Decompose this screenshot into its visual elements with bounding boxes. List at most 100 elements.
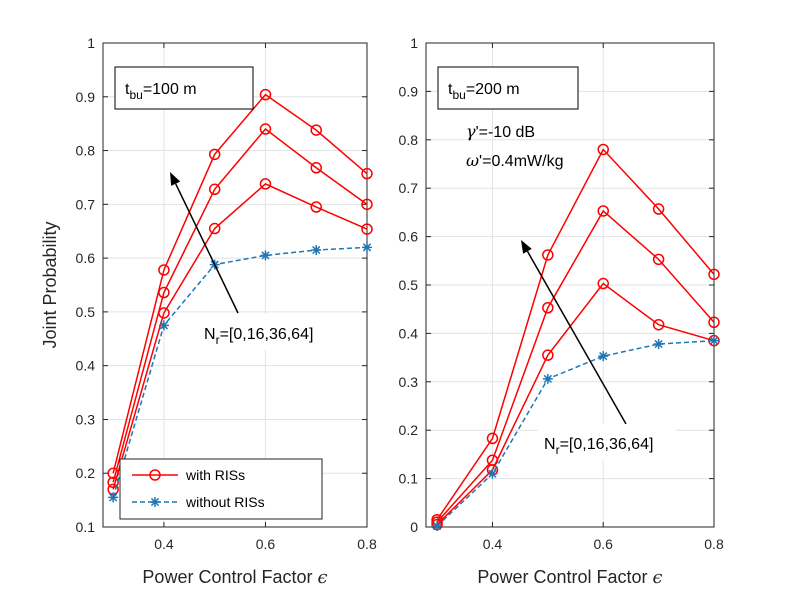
series-1 bbox=[107, 123, 373, 489]
x-tick-label-0: 0.4 bbox=[154, 536, 174, 552]
param-text-0: '=-10 dB bbox=[476, 124, 536, 141]
data-point-2-4 bbox=[310, 201, 322, 213]
tbu-label-rest: =200 m bbox=[466, 81, 520, 98]
arrow-head bbox=[170, 172, 181, 186]
data-point-1-1 bbox=[158, 286, 170, 299]
nr-annotation-main: N bbox=[544, 436, 556, 453]
series-2 bbox=[107, 178, 373, 496]
y-tick-label-3: 0.4 bbox=[76, 358, 96, 374]
y-tick-label-5: 0.6 bbox=[76, 250, 96, 266]
ticks: 0.4 0.6 0.8 0 0.1 0.2 0.3 0.4 0.5 0.6 0.7 0.8 0.9 1 bbox=[399, 35, 724, 552]
y-tick-label-0: 0 bbox=[410, 519, 418, 535]
legend-box bbox=[119, 458, 323, 520]
data-point-1-2 bbox=[542, 301, 554, 314]
tbu-label-rest: =100 m bbox=[143, 81, 197, 98]
data-point-1-5 bbox=[708, 316, 720, 329]
data-point-0-4 bbox=[652, 203, 665, 215]
y-tick-label-9: 0.9 bbox=[399, 83, 419, 99]
data-point-3-4 bbox=[311, 245, 322, 256]
series-line-0 bbox=[436, 148, 715, 521]
arrow-head bbox=[521, 240, 532, 254]
tbu-label: tbu=100 m bbox=[125, 81, 197, 102]
y-tick-label-2: 0.2 bbox=[399, 422, 419, 438]
data-point-3-5 bbox=[709, 335, 719, 346]
data-point-3-3 bbox=[260, 250, 271, 261]
series-3 bbox=[432, 335, 719, 532]
y-tick-label-1: 0.2 bbox=[76, 465, 96, 481]
param-text-1: '=0.4mW/kg bbox=[479, 153, 563, 170]
x-axis-label-symbol: ϵ bbox=[317, 567, 327, 588]
legend-marker-1 bbox=[150, 497, 160, 507]
nr-annotation: Nr=[0,16,36,64] bbox=[544, 436, 653, 457]
y-tick-label-7: 0.8 bbox=[76, 143, 96, 159]
data-point-0-4 bbox=[310, 124, 322, 136]
y-tick-label-1: 0.1 bbox=[399, 471, 419, 487]
data-point-1-3 bbox=[597, 205, 609, 217]
data-point-0-5 bbox=[708, 268, 720, 281]
x-axis-label: Power Control Factor ϵ bbox=[142, 567, 327, 588]
data-point-3-2 bbox=[542, 373, 553, 384]
series-0 bbox=[431, 143, 720, 526]
x-tick-label-2: 0.8 bbox=[357, 536, 377, 552]
x-tick-label-1: 0.6 bbox=[593, 536, 613, 552]
nr-annotation-rest: =[0,16,36,64] bbox=[220, 326, 314, 343]
data-point-0-1 bbox=[486, 432, 499, 445]
series-line-1 bbox=[436, 209, 715, 523]
series-line-3 bbox=[112, 246, 368, 498]
nr-annotation-bg bbox=[538, 424, 676, 460]
y-tick-label-3: 0.3 bbox=[399, 374, 419, 390]
data-point-3-1 bbox=[158, 320, 169, 331]
arrow-shaft bbox=[174, 183, 239, 314]
tbu-label: tbu=200 m bbox=[448, 81, 520, 102]
data-point-3-4 bbox=[653, 339, 664, 350]
data-point-2-3 bbox=[259, 178, 272, 190]
tbu-label-sub: bu bbox=[452, 88, 465, 102]
y-tick-label-7: 0.7 bbox=[399, 180, 419, 196]
nr-annotation-rest: =[0,16,36,64] bbox=[560, 436, 654, 453]
x-axis-label-symbol: ϵ bbox=[652, 567, 662, 588]
y-tick-label-8: 0.9 bbox=[76, 89, 96, 105]
legend: with RISs without RISs bbox=[119, 458, 323, 520]
data-point-3-0 bbox=[108, 492, 119, 503]
nr-annotation-sub: r bbox=[216, 333, 220, 347]
x-axis-label-text: Power Control Factor bbox=[477, 567, 652, 587]
nr-arrow bbox=[170, 172, 239, 314]
x-axis-label: Power Control Factor ϵ bbox=[477, 567, 662, 588]
data-point-2-2 bbox=[208, 222, 221, 235]
data-point-2-2 bbox=[542, 349, 554, 361]
tbu-label-box bbox=[114, 66, 254, 110]
series-line-2 bbox=[112, 183, 368, 490]
nr-annotation-main: N bbox=[204, 326, 216, 343]
chart-panel-left: 0.4 0.6 0.8 0.1 0.2 0.3 0.4 0.5 0.6 0.7 0.8 0.9 1 Pow… bbox=[40, 35, 377, 588]
plot-area bbox=[103, 43, 367, 527]
legend-label-1: without RISs bbox=[185, 494, 265, 510]
data-point-0-2 bbox=[542, 249, 554, 261]
nr-annotation-sub: r bbox=[556, 443, 560, 457]
data-point-0-5 bbox=[361, 167, 373, 180]
data-point-0-3 bbox=[597, 143, 609, 156]
y-tick-label-2: 0.3 bbox=[76, 411, 96, 427]
axes-box bbox=[102, 42, 368, 528]
x-tick-label-2: 0.8 bbox=[704, 536, 724, 552]
data-point-1-4 bbox=[652, 253, 665, 266]
y-tick-label-8: 0.8 bbox=[399, 132, 419, 148]
tbu-label-sub: bu bbox=[129, 88, 142, 102]
data-point-3-0 bbox=[432, 521, 443, 532]
nr-arrow bbox=[521, 240, 627, 425]
data-point-1-2 bbox=[208, 183, 221, 196]
chart-panel-right: 0.4 0.6 0.8 0 0.1 0.2 0.3 0.4 0.5 0.6 0.7 0.8 0.9 1 Po… bbox=[399, 35, 724, 588]
y-tick-label-0: 0.1 bbox=[76, 519, 96, 535]
nr-annotation: Nr=[0,16,36,64] bbox=[204, 326, 313, 347]
data-point-0-3 bbox=[259, 88, 272, 101]
nr-annotation-bg bbox=[198, 314, 336, 350]
x-tick-label-0: 0.4 bbox=[483, 536, 503, 552]
y-tick-label-5: 0.5 bbox=[399, 277, 419, 293]
x-tick-label-1: 0.6 bbox=[256, 536, 276, 552]
y-tick-label-6: 0.6 bbox=[399, 229, 419, 245]
x-axis-label-text: Power Control Factor bbox=[142, 567, 317, 587]
tbu-label-main: t bbox=[448, 81, 453, 98]
ticks: 0.4 0.6 0.8 0.1 0.2 0.3 0.4 0.5 0.6 0.7 0.8 0.9 1 bbox=[76, 35, 377, 552]
series-line-2 bbox=[436, 282, 715, 526]
tbu-label-box bbox=[437, 66, 579, 110]
y-tick-label-4: 0.5 bbox=[76, 304, 96, 320]
